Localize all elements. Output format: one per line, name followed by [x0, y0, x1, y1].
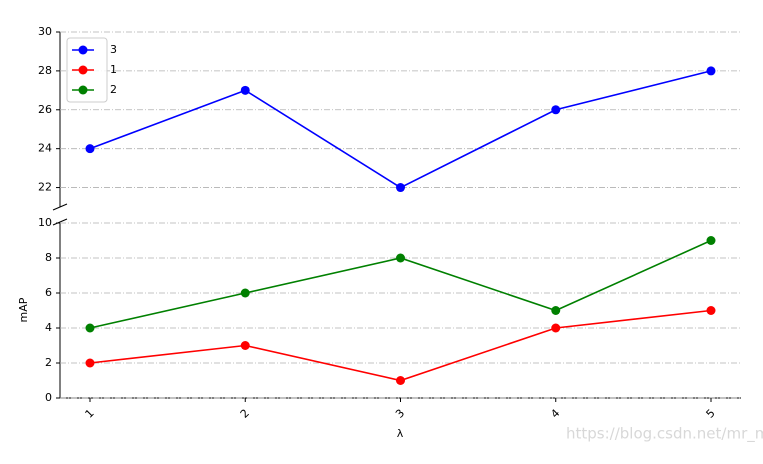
point	[85, 144, 95, 154]
x-tick-label: 5	[704, 407, 718, 421]
point	[706, 306, 716, 315]
point	[706, 236, 716, 245]
y-tick-label: 0	[45, 391, 52, 404]
point	[240, 85, 250, 95]
point	[706, 66, 716, 76]
legend-marker	[78, 45, 88, 55]
x-axis-label: λ	[397, 427, 404, 440]
y-tick-label: 22	[38, 181, 52, 194]
legend-marker	[78, 65, 88, 75]
y-tick-label: 26	[38, 103, 52, 116]
point	[551, 323, 561, 333]
point	[396, 253, 405, 263]
point	[396, 376, 405, 385]
legend-marker	[78, 85, 88, 95]
point	[85, 358, 95, 368]
point	[551, 105, 561, 115]
legend-label: 2	[110, 83, 117, 96]
break-mark	[52, 218, 68, 226]
y-tick-label: 2	[45, 356, 52, 369]
watermark: https://blog.csdn.net/mr_mul	[566, 425, 763, 444]
x-tick-label: 4	[548, 407, 562, 421]
point	[396, 183, 405, 193]
point	[85, 323, 95, 333]
y-axis-label: mAP	[17, 297, 30, 322]
point	[240, 341, 250, 350]
break-mark	[52, 203, 68, 211]
series-line	[89, 70, 712, 189]
y-tick-label: 10	[38, 216, 52, 229]
y-tick-label: 4	[45, 321, 52, 334]
legend-label: 1	[110, 63, 117, 76]
y-tick-label: 24	[38, 142, 52, 155]
y-tick-label: 8	[45, 251, 52, 264]
x-tick-label: 3	[393, 407, 407, 421]
y-tick-label: 28	[38, 64, 52, 77]
y-tick-label: 30	[38, 25, 52, 38]
x-tick-label: 2	[238, 407, 252, 421]
point	[551, 306, 561, 315]
series-line	[89, 309, 712, 382]
legend-label: 3	[110, 43, 117, 56]
point	[240, 288, 250, 298]
y-tick-label: 6	[45, 286, 52, 299]
x-tick-label: 1	[83, 407, 97, 421]
